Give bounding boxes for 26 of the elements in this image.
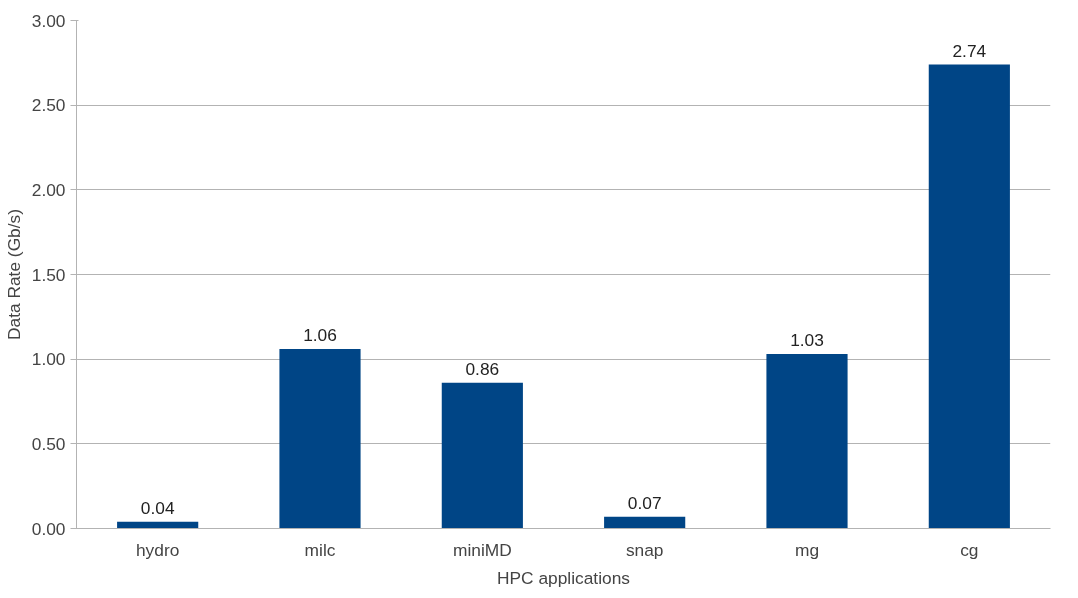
y-tick-label: 0.50: [31, 433, 66, 454]
data-label: 0.07: [627, 492, 662, 513]
y-tick-label: 2.00: [31, 179, 66, 200]
x-tick-label: milc: [304, 539, 336, 560]
data-label: 0.04: [140, 497, 175, 518]
y-tick-label: 1.00: [31, 349, 66, 370]
x-tick-label: miniMD: [452, 539, 512, 560]
bar: [928, 64, 1010, 529]
data-label: 2.74: [952, 40, 987, 61]
x-tick-label: mg: [794, 539, 820, 560]
bar: [279, 349, 361, 529]
x-tick-label: snap: [625, 539, 664, 560]
bar: [604, 516, 686, 529]
y-tick-label: 0.00: [31, 518, 66, 539]
bar: [766, 354, 848, 529]
y-tick-label: 2.50: [31, 95, 66, 116]
x-tick-label: cg: [960, 539, 979, 560]
x-tick-label: hydro: [135, 539, 180, 560]
x-axis-title: HPC applications: [497, 567, 631, 588]
y-tick-label: 1.50: [31, 264, 66, 285]
data-label: 0.86: [465, 358, 500, 379]
data-label: 1.03: [790, 330, 824, 351]
data-label: 1.06: [303, 325, 337, 346]
bar: [441, 382, 523, 529]
y-tick-label: 3.00: [31, 10, 66, 31]
y-axis-title: Data Rate (Gb/s): [3, 209, 24, 340]
